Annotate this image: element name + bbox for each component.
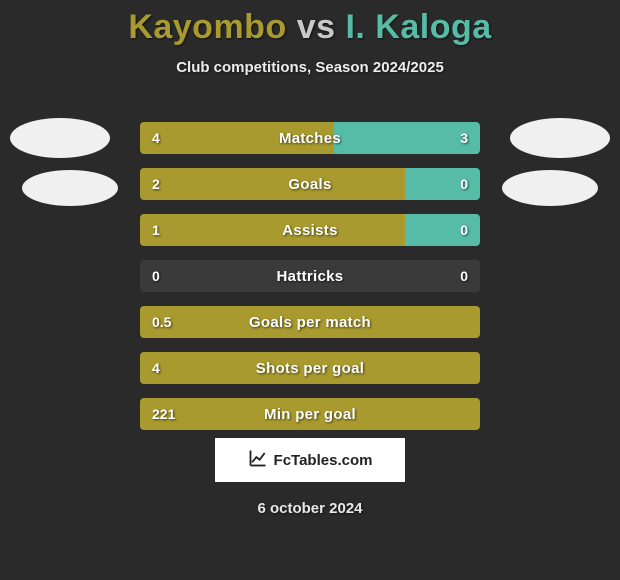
comparison-title: Kayombo vs I. Kaloga xyxy=(0,0,620,47)
date-label: 6 october 2024 xyxy=(0,500,620,517)
stat-bar-player1 xyxy=(140,122,334,154)
branding-box: FcTables.com xyxy=(215,438,405,482)
stat-bar-player1 xyxy=(140,352,480,384)
stat-row: Hattricks0 0 xyxy=(140,260,480,292)
stat-bar-player1 xyxy=(140,168,405,200)
stat-value-player2: 0 xyxy=(460,260,468,292)
player1-logo-placeholder xyxy=(22,170,118,206)
stat-row: Assists10 xyxy=(140,214,480,246)
branding-text: FcTables.com xyxy=(274,452,373,469)
player1-name: Kayombo xyxy=(128,8,286,46)
stat-bar-player2 xyxy=(334,122,480,154)
stat-label: Hattricks xyxy=(140,260,480,292)
stat-bar-player1 xyxy=(140,398,480,430)
stat-bar-player1 xyxy=(140,214,405,246)
stat-value-player1: 0 xyxy=(152,260,160,292)
player1-avatar-placeholder xyxy=(10,118,110,158)
chart-icon xyxy=(248,448,268,472)
stat-row: Goals20 xyxy=(140,168,480,200)
vs-label: vs xyxy=(297,8,336,46)
stat-row: Goals per match0.5 xyxy=(140,306,480,338)
stat-bar-player2 xyxy=(405,214,480,246)
stat-row: Matches43 xyxy=(140,122,480,154)
subtitle: Club competitions, Season 2024/2025 xyxy=(0,59,620,76)
stat-row: Min per goal221 xyxy=(140,398,480,430)
stat-bar-player2 xyxy=(405,168,480,200)
stat-row: Shots per goal4 xyxy=(140,352,480,384)
player2-logo-placeholder xyxy=(502,170,598,206)
stat-rows-container: Matches43 Goals20 Assists10 Hattricks0 0 Goal… xyxy=(140,122,480,430)
stat-bar-player1 xyxy=(140,306,480,338)
player2-avatar-placeholder xyxy=(510,118,610,158)
player2-name: I. Kaloga xyxy=(345,8,491,46)
